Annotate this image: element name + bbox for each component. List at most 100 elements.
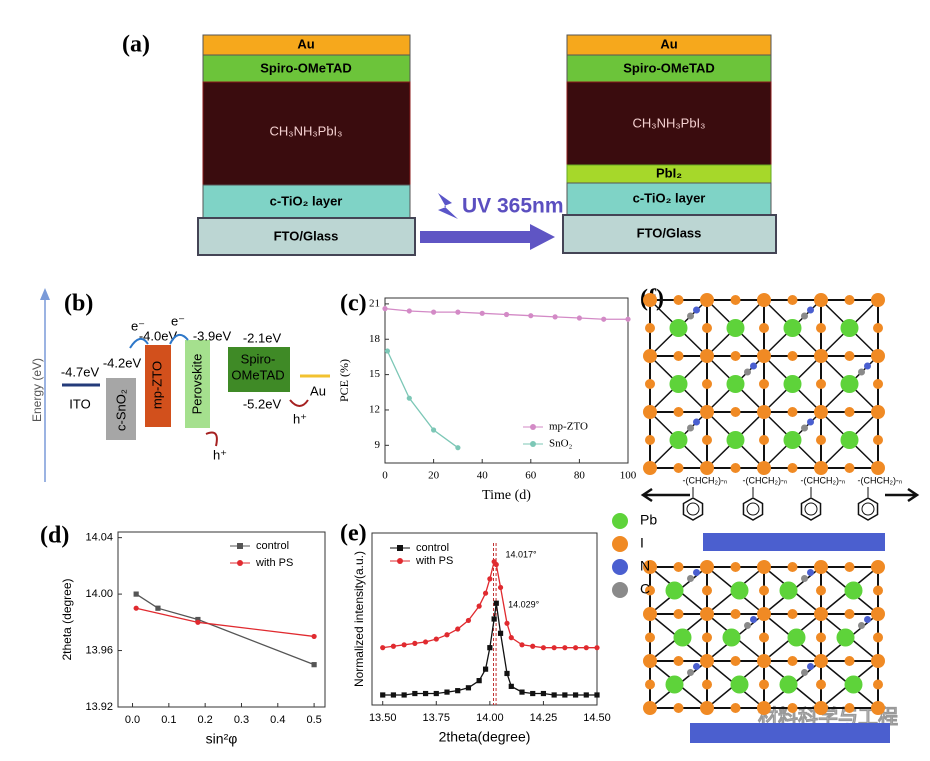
y-tick-label: 12 [369,403,380,415]
x-tick-label: 0.0 [125,714,140,726]
marker [540,690,547,697]
legend-marker [612,559,628,575]
carrier-label: h⁺ [293,411,307,426]
i-atom [844,463,855,473]
i-atom [873,632,883,643]
i-atom [757,461,771,475]
panel-label: (c) [340,291,367,317]
layer-label: PbI₂ [656,165,682,180]
annotation: 14.029° [508,599,540,609]
marker [497,630,504,636]
n-atom [864,362,871,370]
pb-atom [783,319,802,337]
x-tick-label: 40 [477,470,489,482]
legend-marker [612,536,628,552]
n-atom [693,306,700,314]
i-atom [730,295,741,305]
uv-label: UV 365nm [462,195,564,218]
marker [572,645,579,651]
i-atom [673,703,684,713]
marker [497,584,504,591]
panel-label: (e) [340,521,367,547]
marker [155,605,161,611]
material-label: ITO [69,396,90,411]
repeat-unit: -(CHCH₂)-ₙ [682,475,727,485]
i-atom [643,405,657,419]
c-atom [858,622,865,629]
legend-label: mp-ZTO [549,421,588,433]
annotation: 14.017° [506,549,538,559]
c-atom [687,669,694,676]
legend-label: Pb [640,512,657,528]
marker [508,683,514,689]
i-atom [844,656,855,666]
i-atom [873,323,883,333]
legend-label: with PS [415,555,453,567]
marker [311,662,317,668]
n-atom [693,569,700,576]
marker [195,619,201,625]
marker [508,635,514,641]
i-atom [730,463,741,473]
layer-label: CH₃NH₃PbI₃ [270,123,343,138]
marker [530,441,536,447]
i-atom [700,607,714,621]
perovskite-band [185,340,210,428]
i-atom [759,679,769,690]
marker [444,689,450,695]
layer [566,182,772,216]
i-atom [673,463,684,473]
i-atom [643,607,657,621]
pb-atom [840,319,859,337]
i-atom [757,654,771,668]
material-label: OMeTAD [231,367,284,382]
chart: (d) 0.0 0.1 0.2 0.3 0.4 0.5 13.92 13.96 14.00 14.0… [40,523,326,747]
benzene-ring [804,502,818,516]
layer-label: Au [297,36,314,51]
x-axis-label: sin²φ [206,731,238,747]
i-atom [787,463,798,473]
repeat-unit: -(CHCH₂)-ₙ [800,475,845,485]
lattice [643,293,885,475]
energy-level: -4.2eV [103,355,142,370]
i-atom [730,562,741,572]
i-atom [643,461,657,475]
y-tick-label: 13.96 [85,644,113,656]
i-atom [645,323,655,333]
marker [530,643,536,649]
i-atom [673,656,684,666]
i-atom [673,407,684,417]
legend-marker [612,582,628,598]
marker [133,605,139,611]
i-atom [814,461,828,475]
pb-atom [779,581,798,600]
marker [491,616,497,622]
i-atom [757,405,771,419]
marker [594,645,600,651]
y-axis-label: PCE (%) [337,359,351,402]
i-atom [757,607,771,621]
device-after: Au Spiro-OMeTAD CH₃NH₃PbI₃ PbI₂ c-TiO₂ l… [562,34,777,254]
marker [519,642,525,648]
y-axis-label: 2theta (degree) [60,578,74,660]
marker [455,688,461,694]
i-atom [643,293,657,307]
material-label: Perovskite [189,354,204,415]
marker [384,348,391,354]
n-atom [864,616,871,623]
transfer-arrow [289,399,309,407]
pb-atom [669,319,688,337]
axis-arrow [40,288,50,300]
c-atom [687,312,694,320]
i-atom [814,654,828,668]
n-atom [807,418,814,426]
legend-label: with PS [255,557,293,569]
i-atom [645,585,655,596]
plot-frame [371,532,598,706]
marker [493,561,499,568]
repeat-unit: -(CHCH₂)-ₙ [742,475,787,485]
material-label: c-SnO₂ [113,389,128,431]
i-atom [702,379,712,389]
pb-atom [669,375,688,393]
marker [195,616,201,623]
